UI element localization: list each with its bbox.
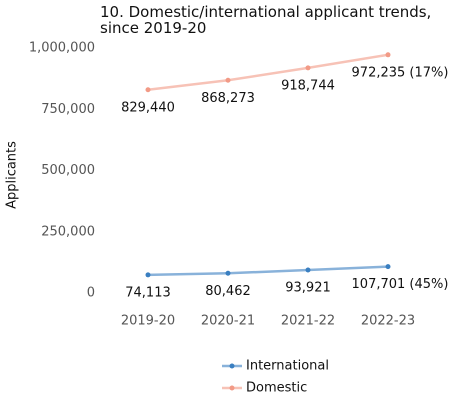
- data-label: 74,113: [125, 285, 171, 300]
- point: [145, 272, 151, 278]
- point: [145, 87, 151, 93]
- series-line: [147, 265, 389, 277]
- x-tick-label: 2019-20: [121, 314, 175, 329]
- legend-point: [229, 385, 235, 391]
- y-tick-label: 750,000: [41, 102, 95, 117]
- y-tick-label: 500,000: [41, 163, 95, 178]
- data-label: 829,440: [121, 100, 175, 115]
- x-tick-label: 2022-23: [361, 314, 415, 329]
- x-tick-label: 2020-21: [201, 314, 255, 329]
- point: [225, 77, 231, 83]
- y-tick-label: 1,000,000: [29, 41, 95, 56]
- point: [385, 264, 391, 270]
- legend-label: International: [246, 359, 329, 374]
- data-label: 918,744: [281, 78, 335, 93]
- y-tick-label: 0: [87, 286, 95, 301]
- data-label: 80,462: [205, 284, 251, 299]
- point: [225, 270, 231, 276]
- x-tick-label: 2021-22: [281, 314, 335, 329]
- series-line: [147, 53, 389, 92]
- point: [305, 65, 311, 71]
- data-label: 107,701 (45%): [352, 277, 449, 292]
- data-label: 972,235 (17%): [352, 65, 449, 80]
- legend-point: [229, 363, 235, 369]
- y-tick-label: 250,000: [41, 224, 95, 239]
- point: [305, 267, 311, 273]
- y-axis-label: Applicants: [5, 141, 20, 209]
- data-label: 93,921: [285, 280, 331, 295]
- legend-label: Domestic: [246, 381, 307, 396]
- data-label: 868,273: [201, 91, 255, 106]
- chart-title: 10. Domestic/international applicant tre…: [100, 3, 432, 37]
- point: [385, 52, 391, 58]
